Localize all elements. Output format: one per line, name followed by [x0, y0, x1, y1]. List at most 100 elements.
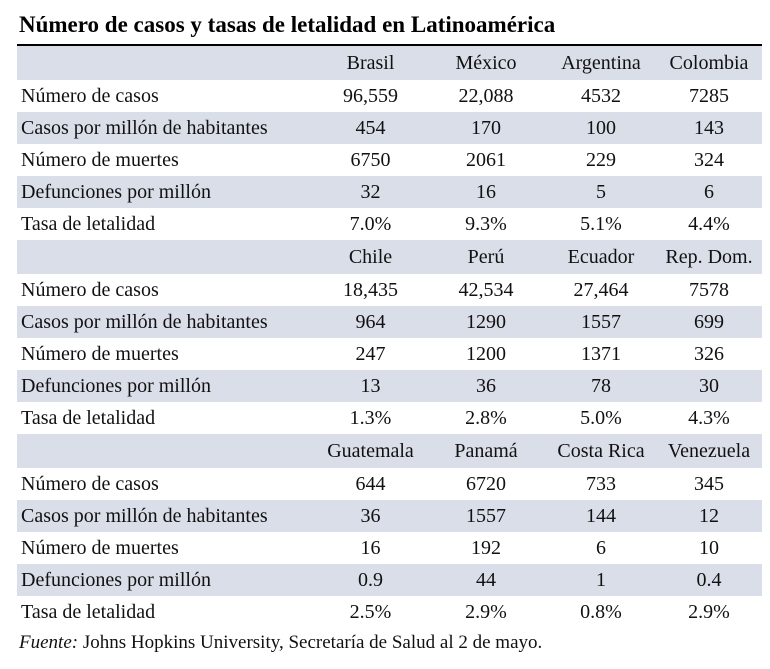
table-row: Casos por millón de habitantes 36 1557 1… [17, 500, 762, 532]
table-cell: 16 [426, 176, 546, 208]
country-header: Colombia [656, 46, 762, 80]
row-label: Número de muertes [21, 343, 179, 365]
country-header: Perú [426, 240, 546, 274]
row-label: Tasa de letalidad [21, 601, 156, 623]
section-header-row: Guatemala Panamá Costa Rica Venezuela [17, 434, 762, 468]
table-cell: 7578 [689, 279, 729, 301]
table-cell: 0.4 [656, 564, 762, 596]
country-header: México [426, 46, 546, 80]
table-row: Defunciones por millón 13 36 78 30 [17, 370, 762, 402]
row-label: Número de casos [21, 85, 159, 107]
table-row: Número de casos 96,559 22,088 4532 7285 [17, 80, 762, 112]
table-cell: 326 [694, 343, 724, 365]
table-cell: 2.9% [465, 601, 507, 623]
country-header: Ecuador [546, 240, 656, 274]
table-cell: 170 [426, 112, 546, 144]
table-cell: 7.0% [349, 213, 392, 235]
table-cell: 96,559 [343, 85, 398, 107]
table-cell: 1371 [581, 343, 621, 365]
table-cell: 13 [315, 370, 426, 402]
table-row: Tasa de letalidad 7.0% 9.3% 5.1% 4.4% [17, 208, 762, 240]
table-cell: 143 [656, 112, 762, 144]
table-cell: 44 [426, 564, 546, 596]
row-label: Número de muertes [21, 537, 179, 559]
table-cell: 30 [656, 370, 762, 402]
country-header: Argentina [546, 46, 656, 80]
country-header: Rep. Dom. [656, 240, 762, 274]
table-cell: 192 [471, 537, 501, 559]
table-cell: 42,534 [458, 279, 514, 301]
row-label: Defunciones por millón [17, 564, 315, 596]
row-label: Número de casos [21, 279, 159, 301]
country-header: Chile [315, 240, 426, 274]
table-cell: 78 [546, 370, 656, 402]
table-cell: 2.8% [465, 407, 507, 429]
table-cell: 144 [546, 500, 656, 532]
row-label: Número de casos [21, 473, 159, 495]
country-header: Guatemala [315, 434, 426, 468]
table-cell: 7285 [689, 85, 729, 107]
table-cell: 1290 [426, 306, 546, 338]
table-cell: 1557 [426, 500, 546, 532]
table-cell: 964 [315, 306, 426, 338]
source-label: Fuente: [19, 632, 79, 653]
section-header-blank [17, 240, 315, 274]
row-label: Tasa de letalidad [21, 407, 156, 429]
table-cell: 5.1% [580, 213, 622, 235]
section-header-blank [17, 434, 315, 468]
table-cell: 4.3% [688, 407, 730, 429]
row-label: Número de muertes [21, 149, 179, 171]
table-cell: 36 [315, 500, 426, 532]
table-cell: 6 [656, 176, 762, 208]
source-note: Fuente: Johns Hopkins University, Secret… [19, 630, 542, 656]
table-row: Casos por millón de habitantes 454 170 1… [17, 112, 762, 144]
table-row: Tasa de letalidad 1.3% 2.8% 5.0% 4.3% [17, 402, 762, 434]
table-cell: 454 [315, 112, 426, 144]
table-cell: 4.4% [688, 213, 730, 235]
title-rule [17, 44, 762, 46]
table-cell: 10 [699, 537, 719, 559]
table-cell: 1.3% [349, 407, 392, 429]
table-title: Número de casos y tasas de letalidad en … [19, 12, 556, 37]
table-cell: 1200 [466, 343, 506, 365]
table-cell: 2061 [466, 149, 506, 171]
table-row: Número de muertes 6750 2061 229 324 [17, 144, 762, 176]
table-cell: 16 [360, 537, 381, 559]
table-cell: 1557 [546, 306, 656, 338]
row-label: Defunciones por millón [17, 370, 315, 402]
table-cell: 644 [355, 473, 386, 495]
row-label: Casos por millón de habitantes [17, 500, 315, 532]
country-header: Venezuela [656, 434, 762, 468]
table-cell: 12 [656, 500, 762, 532]
table-cell: 6 [596, 537, 606, 559]
row-label: Casos por millón de habitantes [17, 306, 315, 338]
table-cell: 6750 [350, 149, 391, 171]
section-header-blank [17, 46, 315, 80]
table-cell: 6720 [466, 473, 506, 495]
table-cell: 18,435 [343, 279, 398, 301]
source-text: Johns Hopkins University, Secretaría de … [82, 632, 543, 653]
table-cell: 345 [694, 473, 724, 495]
table-cell: 22,088 [458, 85, 514, 107]
table-cell: 2.9% [688, 601, 730, 623]
table-row: Número de casos 18,435 42,534 27,464 757… [17, 274, 762, 306]
table-cell: 5.0% [580, 407, 622, 429]
section-header-row: Chile Perú Ecuador Rep. Dom. [17, 240, 762, 274]
table-cell: 100 [546, 112, 656, 144]
table-cell: 0.8% [580, 601, 622, 623]
table-cell: 4532 [581, 85, 621, 107]
country-header: Panamá [426, 434, 546, 468]
table-row: Tasa de letalidad 2.5% 2.9% 0.8% 2.9% [17, 596, 762, 628]
table-cell: 9.3% [465, 213, 507, 235]
section-header-row: Brasil México Argentina Colombia [17, 46, 762, 80]
table-row: Casos por millón de habitantes 964 1290 … [17, 306, 762, 338]
table-cell: 36 [426, 370, 546, 402]
table-row: Número de muertes 16 192 6 10 [17, 532, 762, 564]
table-row: Defunciones por millón 32 16 5 6 [17, 176, 762, 208]
table-cell: 229 [586, 149, 616, 171]
table-cell: 733 [586, 473, 616, 495]
table-cell: 32 [315, 176, 426, 208]
table-row: Número de muertes 247 1200 1371 326 [17, 338, 762, 370]
row-label: Casos por millón de habitantes [17, 112, 315, 144]
